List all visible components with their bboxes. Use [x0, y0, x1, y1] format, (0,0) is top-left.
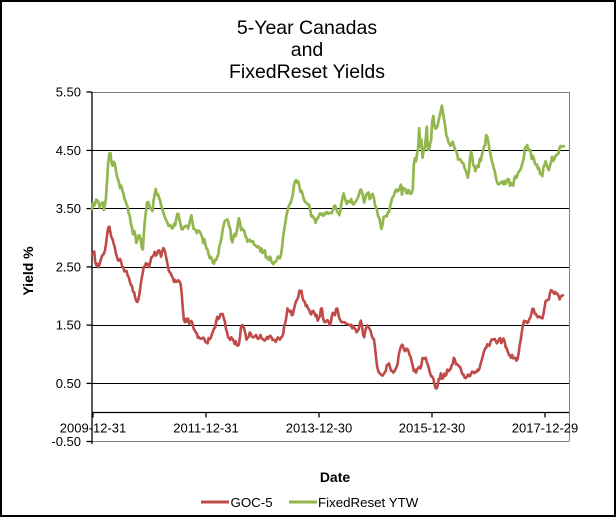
svg-text:5-Year Canadas: 5-Year Canadas: [237, 17, 377, 39]
svg-text:Yield %: Yield %: [20, 246, 36, 296]
svg-text:3.50: 3.50: [56, 201, 81, 216]
svg-text:5.50: 5.50: [56, 85, 81, 100]
svg-text:-0.50: -0.50: [51, 434, 81, 449]
svg-text:1.50: 1.50: [56, 318, 81, 333]
svg-text:2011-12-31: 2011-12-31: [173, 421, 239, 436]
svg-text:4.50: 4.50: [56, 143, 81, 158]
svg-text:2009-12-31: 2009-12-31: [60, 421, 127, 436]
svg-text:FixedReset YTW: FixedReset YTW: [318, 495, 419, 510]
svg-text:2013-12-30: 2013-12-30: [286, 421, 353, 436]
svg-text:FixedReset Yields: FixedReset Yields: [229, 61, 385, 83]
svg-text:2017-12-29: 2017-12-29: [512, 421, 579, 436]
svg-text:Date: Date: [320, 469, 351, 485]
svg-text:GOC-5: GOC-5: [231, 495, 273, 510]
svg-text:2.50: 2.50: [56, 259, 81, 274]
svg-text:0.50: 0.50: [56, 376, 81, 391]
svg-text:and: and: [291, 39, 324, 61]
svg-text:2015-12-30: 2015-12-30: [399, 421, 466, 436]
